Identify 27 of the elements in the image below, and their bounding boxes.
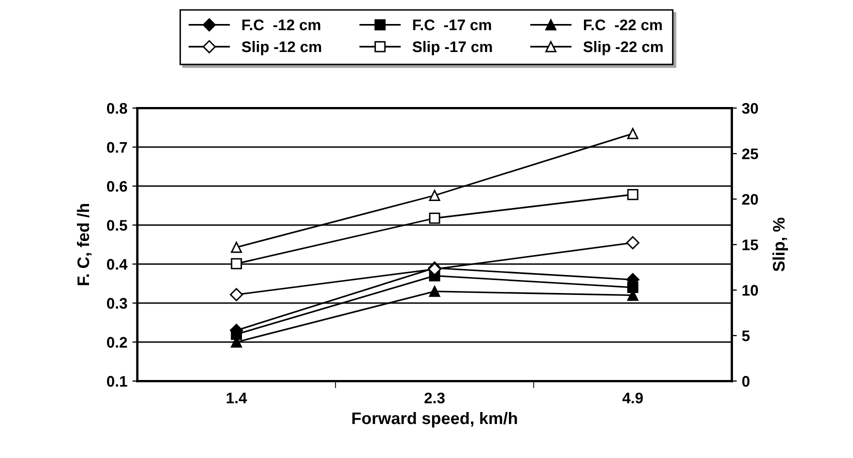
y-axis-title: F. C, fed /h — [76, 204, 92, 286]
y2-tick-label: 20 — [742, 194, 758, 205]
legend-label: Slip -12 cm — [242, 40, 322, 56]
y2-tick-label: 0 — [742, 376, 750, 387]
x-tick-label: 4.9 — [622, 392, 643, 404]
y2-tick-label: 25 — [742, 148, 758, 160]
y-tick-label: 0.2 — [106, 336, 127, 348]
y-tick-label: 0.4 — [106, 258, 128, 270]
y-tick-label: 0.3 — [106, 298, 128, 309]
y-tick-label: 0.8 — [106, 102, 128, 114]
y-tick-label: 0.1 — [106, 376, 128, 387]
legend-label: Slip -17 cm — [412, 40, 492, 56]
y-tick-label: 0.5 — [106, 220, 128, 231]
y2-axis-title: Slip, % — [772, 218, 788, 272]
legend-label: F.C -17 cm — [413, 20, 491, 30]
legend-label: Slip -22 cm — [583, 40, 663, 56]
x-tick-label: 1.4 — [226, 392, 247, 404]
y2-tick-label: 10 — [742, 284, 758, 296]
y2-tick-label: 15 — [742, 240, 758, 250]
legend-label: F.C -22 cm — [584, 20, 662, 30]
y-tick-label: 0.6 — [106, 180, 128, 192]
legend-label: F.C -12 cm — [242, 20, 320, 30]
y2-tick-label: 5 — [742, 330, 750, 342]
x-axis-title: Forward speed, km/h — [352, 412, 517, 428]
y-tick-label: 0.7 — [106, 142, 127, 153]
y2-tick-label: 30 — [742, 102, 758, 114]
x-tick-label: 2.3 — [424, 392, 445, 404]
